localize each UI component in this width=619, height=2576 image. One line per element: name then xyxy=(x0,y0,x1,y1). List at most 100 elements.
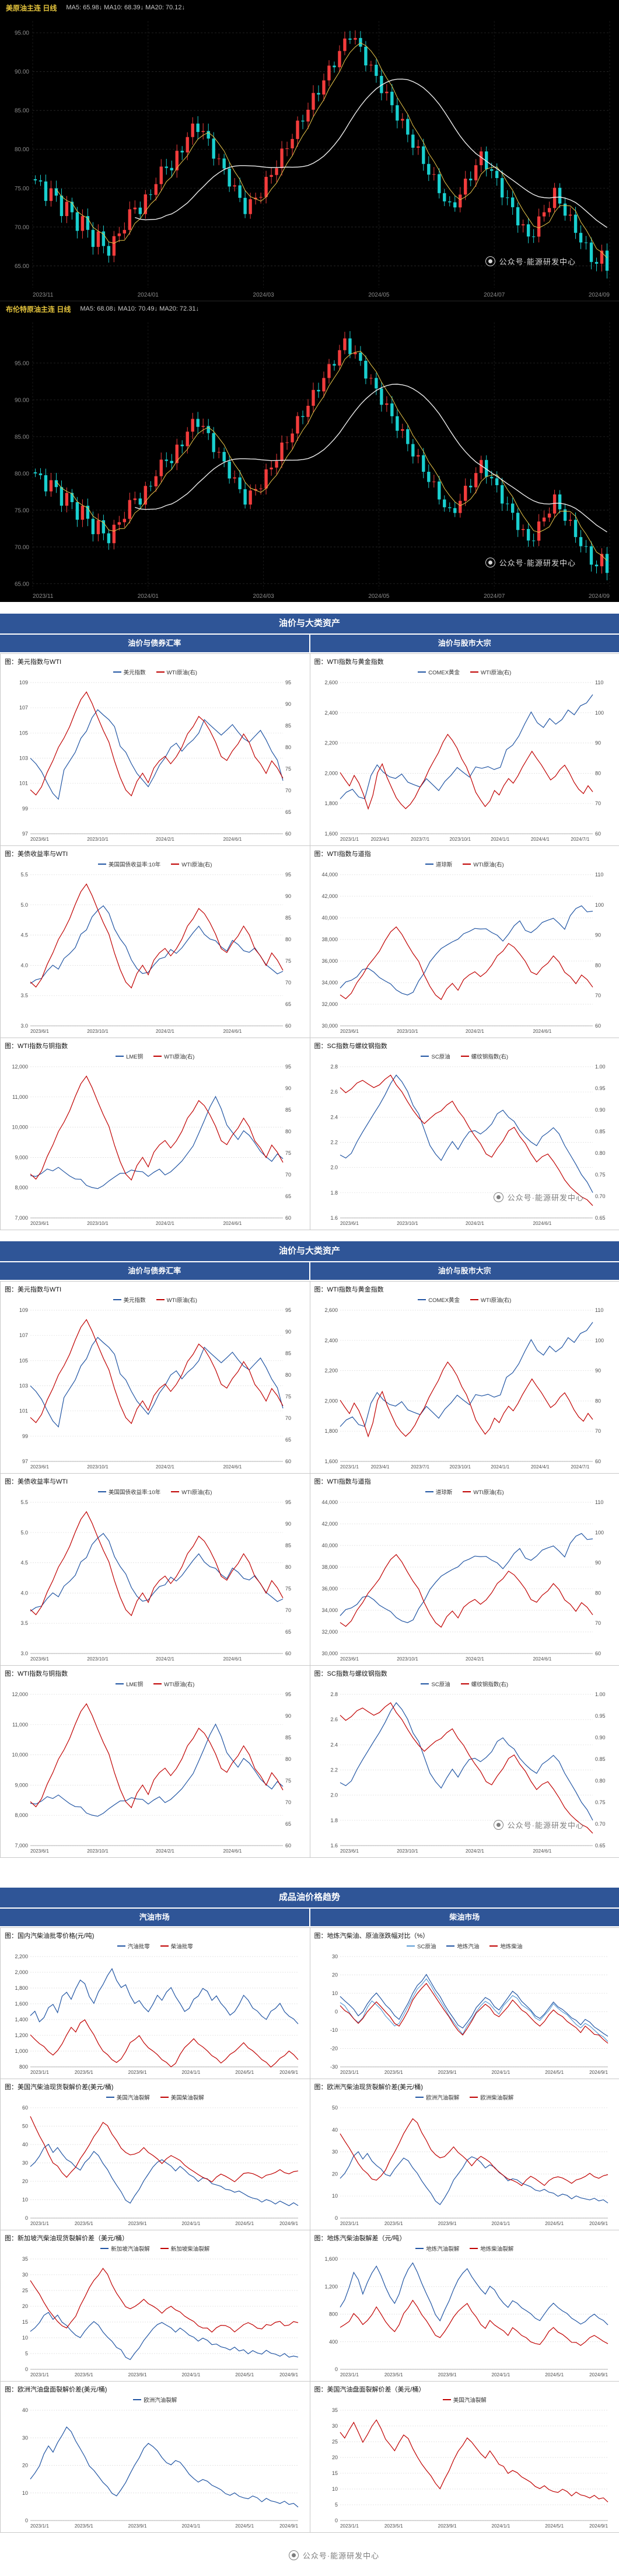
svg-text:2024/7/1: 2024/7/1 xyxy=(571,837,589,842)
svg-text:90: 90 xyxy=(285,893,291,899)
legend-label: 美国汽油裂解 xyxy=(453,2396,487,2404)
svg-text:15: 15 xyxy=(22,2319,28,2325)
svg-text:2023/6/1: 2023/6/1 xyxy=(30,1849,49,1854)
legend-swatch-icon xyxy=(443,2399,451,2400)
legend-swatch-icon xyxy=(171,1491,179,1492)
svg-text:50: 50 xyxy=(22,2124,28,2129)
svg-text:2023/6/1: 2023/6/1 xyxy=(340,1849,359,1854)
svg-text:2023/5/1: 2023/5/1 xyxy=(384,2372,403,2377)
svg-text:90: 90 xyxy=(285,701,291,707)
svg-text:70: 70 xyxy=(595,993,601,998)
svg-text:65: 65 xyxy=(285,1437,291,1443)
svg-text:2,600: 2,600 xyxy=(324,1307,338,1313)
svg-text:60: 60 xyxy=(595,1651,601,1656)
legend-item: 美国柴油裂解 xyxy=(160,2093,204,2101)
svg-text:2024/9/1: 2024/9/1 xyxy=(589,2070,608,2075)
svg-text:2023/1/1: 2023/1/1 xyxy=(30,2372,49,2377)
legend-swatch-icon xyxy=(116,1683,124,1684)
svg-text:2024/6/1: 2024/6/1 xyxy=(533,1221,551,1226)
legend-label: WTI原油(右) xyxy=(167,1296,197,1304)
svg-text:7,000: 7,000 xyxy=(15,1843,28,1849)
svg-text:2023/9/1: 2023/9/1 xyxy=(128,2070,147,2075)
legend-swatch-icon xyxy=(425,864,433,865)
svg-text:42,000: 42,000 xyxy=(321,1521,338,1527)
svg-text:2024/05: 2024/05 xyxy=(368,292,390,298)
svg-text:2023/6/1: 2023/6/1 xyxy=(30,1464,49,1470)
svg-text:2024/2/1: 2024/2/1 xyxy=(156,837,174,842)
watermark-text: 公众号·能源研发中心 xyxy=(303,2550,379,2561)
svg-text:2023/5/1: 2023/5/1 xyxy=(75,2070,93,2075)
svg-text:2024/9/1: 2024/9/1 xyxy=(279,2372,298,2377)
svg-text:2.4: 2.4 xyxy=(330,1742,338,1747)
svg-text:2024/9/1: 2024/9/1 xyxy=(589,2221,608,2226)
legend-item: SC原油 xyxy=(421,1680,450,1688)
svg-text:10,000: 10,000 xyxy=(12,1125,28,1130)
legend-swatch-icon xyxy=(418,671,426,673)
svg-text:70: 70 xyxy=(285,1799,291,1805)
legend-item: 汽油批零 xyxy=(117,1942,150,1950)
svg-text:2023/9/1: 2023/9/1 xyxy=(438,2372,456,2377)
svg-text:5: 5 xyxy=(334,2502,337,2508)
svg-text:70.00: 70.00 xyxy=(15,224,29,231)
svg-text:4.0: 4.0 xyxy=(20,1590,28,1596)
svg-text:25: 25 xyxy=(22,2288,28,2293)
section-refined-oil-price-trends: 成品油价格趋势 汽油市场 柴油市场 图：国内汽柴油批零价格(元/吨)汽油批零柴油… xyxy=(0,1888,619,2532)
legend-item: 地炼汽油 xyxy=(446,1942,479,1950)
legend-item: WTI原油(右) xyxy=(156,1296,197,1304)
svg-text:75: 75 xyxy=(285,766,291,772)
svg-text:99: 99 xyxy=(22,806,28,812)
candlestick-panel-brent: 布伦特原油主连 日线 MA5: 68.08↓ MA10: 70.49↓ MA20… xyxy=(0,301,619,602)
svg-text:25: 25 xyxy=(331,2439,337,2445)
svg-text:0.70: 0.70 xyxy=(595,1821,606,1827)
chart-title: 图：美债收益率与WTI xyxy=(4,848,307,860)
candle-header: 布伦特原油主连 日线 MA5: 68.08↓ MA10: 70.49↓ MA20… xyxy=(0,301,619,316)
svg-text:103: 103 xyxy=(19,1383,28,1389)
svg-text:2023/5/1: 2023/5/1 xyxy=(75,2523,93,2529)
svg-text:32,000: 32,000 xyxy=(321,1629,338,1635)
subheader-equity-commodity: 油价与股市大宗 xyxy=(310,635,619,652)
subheader-equity-commodity: 油价与股市大宗 xyxy=(310,1262,619,1280)
legend-item: 道琼斯 xyxy=(425,860,453,868)
legend-label: 道琼斯 xyxy=(436,1488,453,1496)
svg-text:20: 20 xyxy=(22,2463,28,2469)
section-subheaders: 油价与债券汇率 油价与股市大宗 xyxy=(0,635,619,652)
svg-text:80: 80 xyxy=(285,744,291,750)
legend-label: LME铜 xyxy=(126,1680,143,1688)
legend-label: 汽油批零 xyxy=(128,1942,150,1950)
svg-text:97: 97 xyxy=(22,1458,28,1464)
svg-text:2024/1/1: 2024/1/1 xyxy=(491,2372,510,2377)
svg-text:2023/10/1: 2023/10/1 xyxy=(87,1029,109,1034)
svg-text:80: 80 xyxy=(285,1129,291,1134)
legend-label: 欧洲柴油裂解 xyxy=(480,2093,513,2101)
svg-text:2023/10/1: 2023/10/1 xyxy=(397,1656,418,1662)
svg-text:60: 60 xyxy=(285,1023,291,1029)
svg-text:2023/11: 2023/11 xyxy=(33,593,54,600)
svg-text:65: 65 xyxy=(285,1821,291,1827)
svg-text:1.8: 1.8 xyxy=(330,1818,338,1823)
subheader-bonds-fx: 油价与债券汇率 xyxy=(0,1262,309,1280)
svg-text:90: 90 xyxy=(595,1560,601,1566)
legend-swatch-icon xyxy=(421,1056,429,1057)
svg-text:2,400: 2,400 xyxy=(324,1338,338,1343)
svg-text:1,800: 1,800 xyxy=(324,1428,338,1434)
legend-label: 地炼汽油 xyxy=(457,1942,479,1950)
svg-text:30,000: 30,000 xyxy=(321,1651,338,1656)
svg-text:10,000: 10,000 xyxy=(12,1752,28,1758)
chart-legend: 新加坡汽油裂解新加坡柴油裂解 xyxy=(4,2244,307,2254)
legend-swatch-icon xyxy=(446,1945,454,1947)
svg-text:2,200: 2,200 xyxy=(15,1954,28,1959)
svg-text:85.00: 85.00 xyxy=(15,108,29,114)
